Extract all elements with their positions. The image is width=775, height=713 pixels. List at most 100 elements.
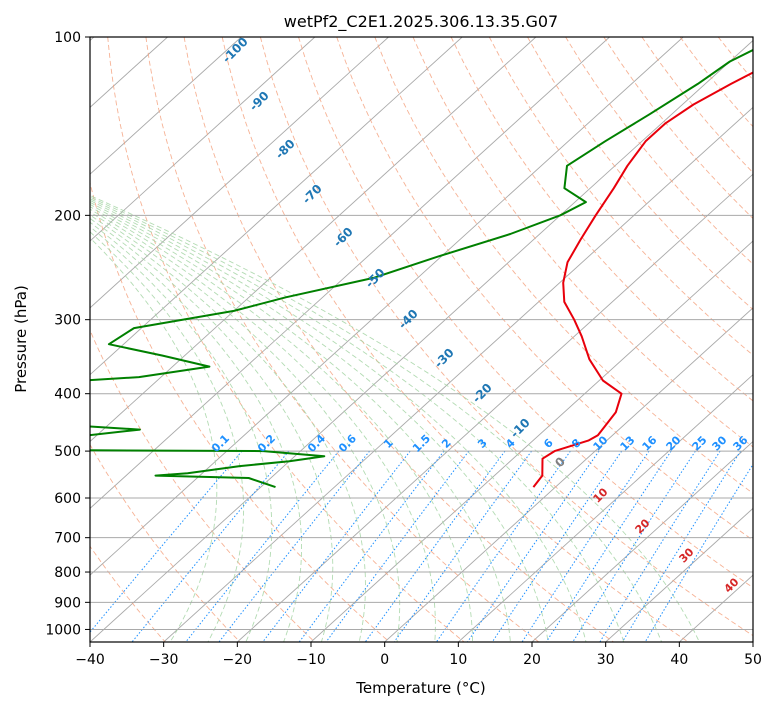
x-tick-label: 0 <box>380 652 389 668</box>
mixing-ratio-label: 10 <box>591 433 611 453</box>
mixing-ratio-label: 20 <box>664 433 684 453</box>
moist-adiabat <box>0 37 244 642</box>
x-tick-label: 30 <box>597 652 615 668</box>
dry-adiabat <box>0 37 240 642</box>
mixing-ratio-line <box>522 451 649 642</box>
mixing-ratio-line <box>546 451 671 642</box>
dry-adiabat-label: 10 <box>591 485 611 505</box>
mixing-ratio-line <box>573 451 696 642</box>
mixing-ratio-label: 8 <box>569 436 584 451</box>
y-axis-label: Pressure (hPa) <box>12 285 30 393</box>
moist-adiabat <box>0 37 510 642</box>
temperature-line <box>533 37 775 487</box>
y-tick-label: 100 <box>54 30 81 46</box>
moist-adiabat <box>0 37 217 642</box>
mixing-ratio-line <box>186 451 339 642</box>
mixing-ratio-label: 36 <box>731 433 751 453</box>
mixing-ratio-line <box>622 451 740 642</box>
dry-adiabat-label: -50 <box>363 266 388 291</box>
dry-adiabat-label: 40 <box>722 575 742 595</box>
isotherm <box>458 37 775 642</box>
dry-adiabat <box>337 37 775 642</box>
dry-adiabat-label: -100 <box>220 35 251 66</box>
isotherm <box>0 37 389 642</box>
x-tick-label: −40 <box>75 652 105 668</box>
dry-adiabat <box>680 37 775 642</box>
x-axis-label: Temperature (°C) <box>355 679 485 697</box>
mixing-ratio-label: 30 <box>710 433 730 453</box>
dry-adiabat <box>299 37 775 642</box>
mixing-ratio-line <box>82 451 242 642</box>
mixing-ratio-line <box>132 451 289 642</box>
y-tick-label: 600 <box>54 491 81 507</box>
x-tick-label: 50 <box>744 652 762 668</box>
dry-adiabat <box>146 37 539 642</box>
mixing-ratio-label: 3 <box>475 436 490 451</box>
mixing-ratio-label: 6 <box>541 436 556 451</box>
dry-adiabat <box>375 37 775 642</box>
y-tick-label: 800 <box>54 565 81 581</box>
moist-adiabat <box>0 37 548 642</box>
x-tick-label: 40 <box>670 652 688 668</box>
dry-adiabat <box>756 37 775 642</box>
dry-adiabat <box>184 37 613 642</box>
isotherm <box>753 37 775 642</box>
dry-adiabat-label: -70 <box>300 182 325 207</box>
mixing-ratio-line <box>492 451 621 642</box>
x-tick-label: −20 <box>223 652 253 668</box>
dry-adiabat-label: -80 <box>273 137 298 162</box>
mixing-ratio-label: 25 <box>690 434 710 454</box>
y-tick-label: 200 <box>54 208 81 224</box>
dry-adiabat-label: 0 <box>552 454 568 470</box>
dry-adiabat <box>718 37 775 642</box>
dry-adiabat-label: -40 <box>396 307 421 332</box>
isotherm <box>237 37 775 642</box>
dry-adiabat-label: -20 <box>470 381 495 406</box>
isotherm <box>0 37 315 642</box>
moist-adiabat <box>0 37 302 642</box>
y-tick-label: 300 <box>54 313 81 329</box>
mixing-ratio-line <box>436 451 570 642</box>
x-tick-label: 20 <box>523 652 541 668</box>
y-tick-label: 700 <box>54 531 81 547</box>
isotherm <box>532 37 775 642</box>
moist-adiabat <box>0 37 333 642</box>
dry-adiabat <box>566 37 775 642</box>
x-tick-label: −30 <box>149 652 179 668</box>
dry-adiabat-label: -60 <box>331 225 356 250</box>
y-tick-label: 500 <box>54 444 81 460</box>
isotherm <box>679 37 775 642</box>
chart-title: wetPf2_C2E1.2025.306.13.35.G07 <box>284 12 558 32</box>
isotherm <box>0 37 610 642</box>
mixing-ratio-line <box>326 451 469 642</box>
x-tick-label: 10 <box>449 652 467 668</box>
mixing-ratio-label: 16 <box>640 433 660 453</box>
dry-adiabat-label: -30 <box>432 346 457 371</box>
moist-adiabat <box>0 37 586 642</box>
dry-adiabat-label: 20 <box>633 516 653 536</box>
isotherm <box>90 37 757 642</box>
moist-adiabat <box>0 37 435 642</box>
y-tick-label: 400 <box>54 387 81 403</box>
moist-adiabat <box>0 37 366 642</box>
dry-adiabat-label: -90 <box>247 89 272 114</box>
mixing-ratio-line <box>299 451 444 642</box>
y-tick-label: 900 <box>54 595 81 611</box>
mixing-ratio-line <box>645 451 761 642</box>
moist-adiabat <box>0 37 400 642</box>
mixing-ratio-label: 2 <box>439 436 454 451</box>
moist-adiabat <box>0 37 662 642</box>
x-tick-label: −10 <box>296 652 326 668</box>
moist-adiabat <box>0 37 473 642</box>
mixing-ratio-line <box>263 451 410 642</box>
isotherm <box>0 37 462 642</box>
moist-adiabat <box>0 37 272 642</box>
dry-adiabat-label: -10 <box>508 416 533 441</box>
isotherm <box>385 37 775 642</box>
mixing-ratio-label: 13 <box>618 434 638 454</box>
y-tick-label: 1000 <box>45 622 81 638</box>
dry-adiabat <box>528 37 775 642</box>
mixing-ratio-line <box>468 451 600 642</box>
